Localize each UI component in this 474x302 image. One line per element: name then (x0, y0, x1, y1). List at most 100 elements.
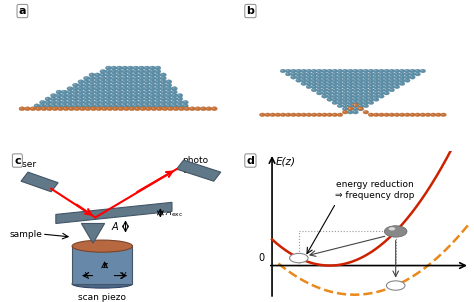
Circle shape (166, 100, 172, 104)
Circle shape (379, 79, 384, 82)
Circle shape (145, 94, 147, 95)
Circle shape (89, 97, 95, 101)
Circle shape (167, 84, 169, 85)
Ellipse shape (72, 240, 132, 252)
Circle shape (353, 104, 358, 108)
Circle shape (312, 86, 314, 87)
Circle shape (385, 114, 386, 115)
Circle shape (349, 79, 350, 80)
Circle shape (62, 90, 67, 94)
Circle shape (117, 69, 122, 73)
Circle shape (415, 72, 420, 76)
Circle shape (276, 114, 278, 115)
Circle shape (144, 100, 150, 104)
Circle shape (78, 94, 84, 98)
Circle shape (112, 107, 118, 111)
Circle shape (369, 70, 371, 71)
Circle shape (151, 77, 152, 78)
Circle shape (79, 101, 81, 102)
Circle shape (149, 83, 155, 87)
Circle shape (128, 100, 133, 104)
Circle shape (160, 83, 166, 87)
Circle shape (401, 70, 402, 71)
Circle shape (280, 113, 286, 117)
Circle shape (96, 91, 97, 92)
Polygon shape (82, 223, 105, 243)
Circle shape (118, 67, 119, 68)
Circle shape (349, 70, 350, 71)
Circle shape (64, 108, 66, 109)
Circle shape (337, 98, 343, 101)
Circle shape (151, 67, 152, 68)
Circle shape (178, 98, 180, 99)
Circle shape (151, 81, 152, 82)
Circle shape (155, 76, 161, 80)
Circle shape (52, 107, 58, 111)
Circle shape (78, 87, 84, 91)
Circle shape (67, 94, 73, 98)
Circle shape (45, 97, 51, 101)
Circle shape (151, 70, 152, 71)
Circle shape (46, 98, 48, 99)
Circle shape (149, 66, 155, 70)
Circle shape (118, 74, 119, 75)
Circle shape (338, 95, 340, 96)
Circle shape (426, 114, 428, 115)
Circle shape (128, 104, 133, 108)
Circle shape (133, 94, 139, 98)
Circle shape (156, 104, 158, 106)
Circle shape (328, 89, 329, 90)
Circle shape (347, 107, 353, 111)
Circle shape (380, 79, 381, 80)
Circle shape (36, 107, 41, 111)
Circle shape (318, 73, 319, 74)
Circle shape (63, 98, 64, 99)
Circle shape (78, 80, 84, 84)
Circle shape (287, 70, 288, 71)
Circle shape (128, 80, 133, 84)
Circle shape (105, 97, 111, 101)
Circle shape (182, 100, 188, 104)
Circle shape (342, 104, 348, 108)
Circle shape (406, 76, 407, 77)
Circle shape (380, 89, 381, 90)
Circle shape (138, 80, 145, 84)
Circle shape (406, 70, 407, 71)
Circle shape (101, 94, 103, 95)
Circle shape (302, 73, 304, 74)
Circle shape (328, 114, 329, 115)
Circle shape (327, 69, 332, 73)
Circle shape (338, 70, 340, 71)
Circle shape (123, 107, 129, 111)
Circle shape (100, 104, 106, 108)
Circle shape (105, 69, 111, 73)
Circle shape (138, 66, 145, 70)
Text: d: d (246, 156, 255, 165)
Polygon shape (177, 160, 221, 181)
Circle shape (162, 101, 164, 102)
Circle shape (128, 101, 130, 102)
Circle shape (85, 107, 91, 111)
Circle shape (138, 104, 145, 108)
Circle shape (349, 73, 350, 74)
Circle shape (149, 100, 155, 104)
Circle shape (369, 79, 371, 80)
Circle shape (327, 85, 332, 89)
Circle shape (67, 100, 73, 104)
Circle shape (145, 84, 147, 85)
Circle shape (89, 76, 95, 80)
Circle shape (144, 73, 150, 77)
Circle shape (344, 102, 345, 103)
Circle shape (41, 107, 47, 111)
Circle shape (90, 94, 92, 95)
Circle shape (211, 107, 217, 111)
Circle shape (338, 73, 340, 74)
Circle shape (354, 83, 356, 84)
Circle shape (118, 94, 119, 95)
Circle shape (85, 91, 86, 92)
Circle shape (385, 73, 386, 74)
Circle shape (306, 85, 312, 89)
Circle shape (297, 114, 299, 115)
Circle shape (363, 79, 369, 82)
Circle shape (166, 104, 172, 108)
